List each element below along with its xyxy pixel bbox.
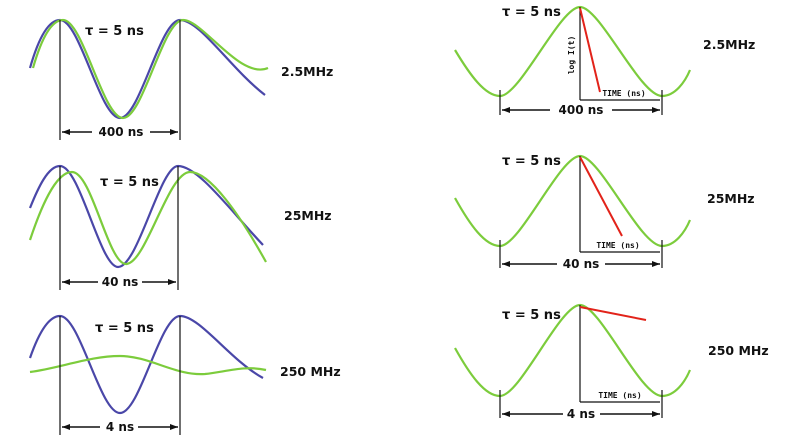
- tau-label: τ = 5 ns: [95, 321, 154, 336]
- period-label: 400 ns: [99, 125, 144, 139]
- frequency-label: 25MHz: [707, 191, 755, 206]
- right-panel-1: 400 ns τ = 5 ns 2.5MHz TIME (ns) log I(t…: [454, 5, 755, 117]
- excitation-wave: [28, 164, 264, 269]
- emission-wave: [31, 18, 269, 120]
- emission-wave: [28, 170, 267, 266]
- tau-label: τ = 5 ns: [502, 308, 561, 323]
- excitation-wave: [28, 18, 266, 120]
- period-label: 40 ns: [563, 257, 600, 271]
- emission-wave: [454, 154, 692, 248]
- tau-label: τ = 5 ns: [502, 154, 561, 169]
- tau-label: τ = 5 ns: [100, 175, 159, 190]
- period-label: 4 ns: [567, 407, 595, 421]
- frequency-label: 2.5MHz: [281, 64, 333, 79]
- decay-line: [579, 7, 601, 93]
- tau-label: τ = 5 ns: [502, 5, 561, 20]
- left-panel-1: 400 ns τ = 5 ns 2.5MHz: [28, 18, 333, 140]
- emission-wave: [29, 354, 267, 376]
- right-panel-2: 40 ns τ = 5 ns 25MHz TIME (ns): [454, 154, 755, 271]
- period-label: 40 ns: [102, 275, 139, 289]
- emission-wave: [454, 303, 692, 398]
- tau-label: τ = 5 ns: [85, 24, 144, 39]
- frequency-label: 250 MHz: [708, 343, 769, 358]
- left-panel-2: 40 ns τ = 5 ns 25MHz: [28, 164, 332, 290]
- frequency-label: 25MHz: [284, 208, 332, 223]
- left-panel-3: 4 ns τ = 5 ns 250 MHz: [28, 314, 341, 435]
- log-axis-label: log I(t): [567, 36, 576, 75]
- right-panel-3: 4 ns τ = 5 ns 250 MHz TIME (ns): [454, 303, 769, 421]
- time-axis-label: TIME (ns): [596, 241, 639, 250]
- decay-line: [579, 306, 647, 321]
- excitation-wave: [28, 314, 264, 415]
- period-label: 400 ns: [559, 103, 604, 117]
- frequency-label: 250 MHz: [280, 364, 341, 379]
- period-label: 4 ns: [106, 420, 134, 434]
- time-axis-label: TIME (ns): [602, 89, 645, 98]
- time-axis-label: TIME (ns): [598, 391, 641, 400]
- decay-line: [579, 156, 623, 237]
- frequency-label: 2.5MHz: [703, 37, 755, 52]
